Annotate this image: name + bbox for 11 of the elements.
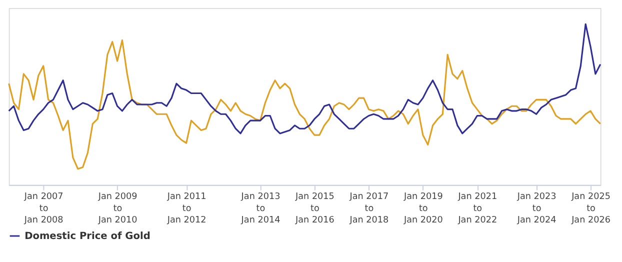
x-tick-label: Jan 2011 to Jan 2012: [166, 192, 206, 226]
x-tick-label: Jan 2015 to Jan 2016: [294, 192, 335, 226]
x-tick-label: Jan 2013 to Jan 2014: [240, 192, 281, 226]
x-tick-label: Jan 2009 to Jan 2010: [97, 192, 138, 226]
x-tick-label: Jan 2025 to Jan 2026: [570, 192, 611, 226]
legend-label: Domestic Price of Gold: [24, 230, 150, 242]
x-tick-label: Jan 2021 to Jan 2022: [457, 192, 498, 226]
x-tick-label: Jan 2023 to Jan 2024: [516, 192, 557, 226]
x-tick-label: Jan 2019 to Jan 2020: [402, 192, 444, 226]
x-tick-label: Jan 2017 to Jan 2018: [348, 192, 390, 226]
x-tick-label: Jan 2007 to Jan 2008: [23, 192, 64, 226]
